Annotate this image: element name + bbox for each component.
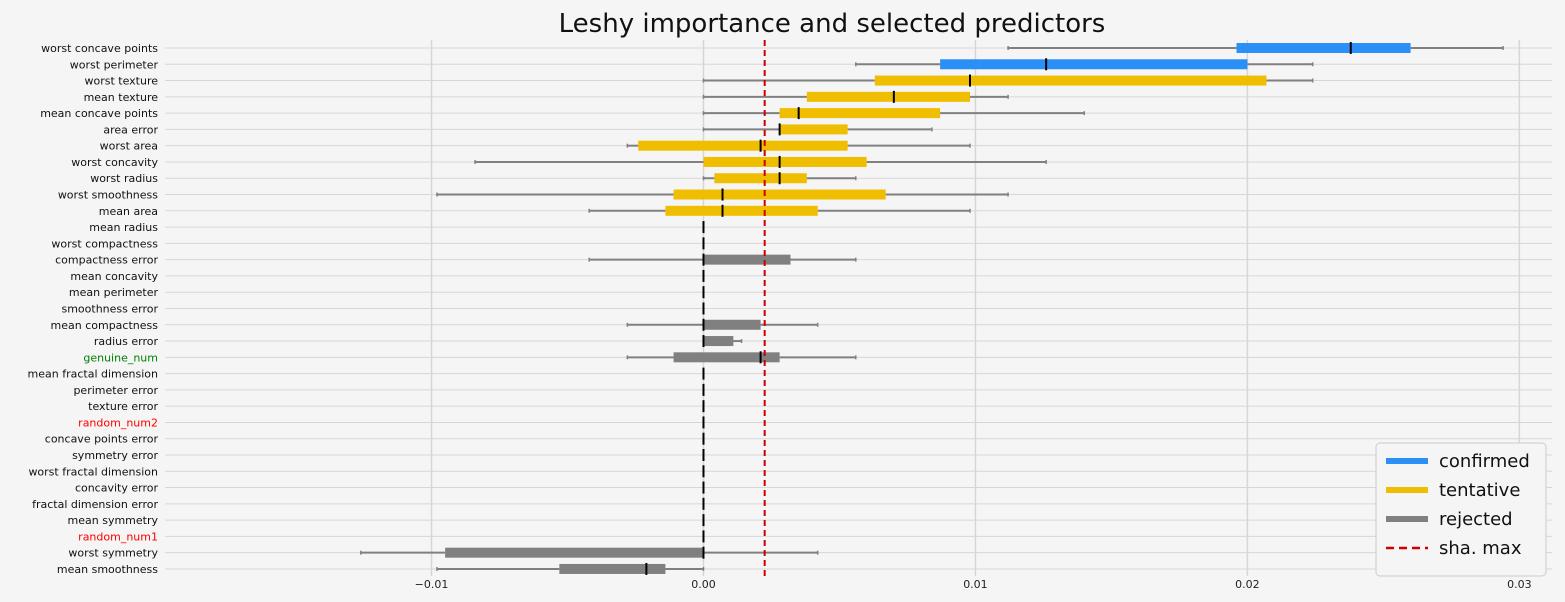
legend-label-sha-max: sha. max — [1439, 538, 1522, 559]
box-radius-error — [703, 336, 734, 347]
y-axis-labels: worst concave points worst perimeter worst… — [28, 42, 159, 576]
legend-box — [1375, 442, 1547, 577]
legend-label-tentative: tentative — [1439, 480, 1520, 501]
y-label-genuine-num: genuine_num — [83, 351, 158, 364]
box-mean-smoothness — [559, 563, 666, 574]
x-tick-label: 0.02 — [1235, 578, 1260, 591]
y-label-mean-smoothness: mean smoothness — [57, 563, 158, 576]
plot-marks — [360, 40, 1504, 576]
x-tick-label: 0.00 — [691, 578, 716, 591]
y-label-mean-perimeter: mean perimeter — [69, 286, 159, 299]
y-label-texture-error: texture error — [88, 400, 158, 413]
x-axis-ticks: −0.01 0.00 0.01 0.02 0.03 — [415, 578, 1532, 591]
chart-title: Leshy importance and selected predictors — [559, 9, 1106, 39]
box-worst-smoothness — [673, 189, 886, 200]
box-worst-concavity — [703, 156, 867, 167]
x-tick-label: 0.03 — [1507, 578, 1532, 591]
y-label-worst-perimeter: worst perimeter — [70, 58, 159, 71]
y-label-random-num1: random_num1 — [78, 530, 158, 543]
y-label-mean-symmetry: mean symmetry — [68, 514, 159, 527]
box-mean-concave-points — [779, 108, 941, 119]
x-tick-label: −0.01 — [415, 578, 449, 591]
box-mean-compactness — [703, 319, 761, 330]
y-label-radius-error: radius error — [94, 335, 159, 348]
box-compactness-error — [703, 254, 791, 265]
box-area-error — [779, 124, 848, 135]
box-worst-perimeter — [940, 59, 1248, 70]
y-label-worst-concavity: worst concavity — [71, 156, 158, 169]
box-worst-radius — [714, 173, 807, 184]
y-label-mean-compactness: mean compactness — [51, 319, 159, 332]
box-worst-area — [638, 140, 848, 151]
legend-label-rejected: rejected — [1439, 509, 1513, 530]
y-label-area-error: area error — [103, 123, 158, 136]
y-label-random-num2: random_num2 — [78, 416, 158, 429]
y-label-worst-symmetry: worst symmetry — [68, 547, 158, 560]
y-label-worst-compactness: worst compactness — [51, 237, 158, 250]
y-label-mean-concave-points: mean concave points — [40, 107, 158, 120]
y-label-worst-smoothness: worst smoothness — [58, 189, 158, 202]
y-label-mean-radius: mean radius — [89, 221, 158, 234]
y-label-perimeter-error: perimeter error — [73, 384, 158, 397]
y-label-worst-radius: worst radius — [90, 172, 158, 185]
y-label-worst-area: worst area — [100, 140, 158, 153]
box-worst-concave-points — [1236, 43, 1411, 53]
box-worst-texture — [874, 75, 1267, 86]
y-label-worst-texture: worst texture — [84, 75, 158, 88]
y-label-mean-concavity: mean concavity — [70, 270, 158, 283]
y-label-mean-texture: mean texture — [84, 91, 159, 104]
y-label-worst-concave-points: worst concave points — [41, 42, 158, 55]
y-label-worst-fractal-dimension: worst fractal dimension — [28, 465, 158, 478]
y-label-mean-fractal-dimension: mean fractal dimension — [28, 368, 158, 381]
legend: confirmed tentative rejected sha. max — [1375, 442, 1547, 577]
box-mean-area — [665, 205, 818, 216]
y-label-mean-area: mean area — [99, 205, 158, 218]
x-tick-label: 0.01 — [963, 578, 988, 591]
y-label-concavity-error: concavity error — [75, 482, 159, 495]
y-label-fractal-dimension-error: fractal dimension error — [32, 498, 158, 511]
y-label-symmetry-error: symmetry error — [72, 449, 158, 462]
box-worst-symmetry — [445, 547, 704, 558]
box-mean-texture — [806, 91, 971, 102]
box-genuine-num — [673, 352, 780, 363]
y-label-smoothness-error: smoothness error — [61, 302, 158, 315]
y-label-compactness-error: compactness error — [55, 254, 158, 267]
legend-label-confirmed: confirmed — [1439, 451, 1530, 472]
y-label-concave-points-error: concave points error — [45, 433, 159, 446]
